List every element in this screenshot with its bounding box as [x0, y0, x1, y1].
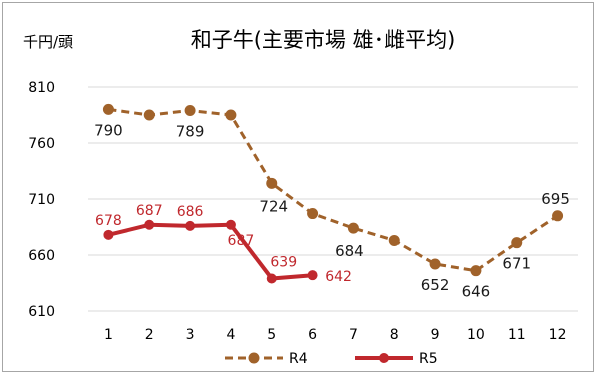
data-label-R4: 789: [176, 123, 205, 141]
data-point-R4: [429, 258, 441, 270]
x-tick-label: 5: [267, 327, 276, 343]
y-axis-ticks: 810 760 710 660 610: [28, 80, 55, 320]
series-line-R4: [108, 107, 559, 273]
x-tick-label: 7: [349, 327, 358, 343]
data-label-R5: 687: [136, 203, 163, 219]
data-point-R5: [266, 273, 277, 284]
data-point-R4: [470, 265, 482, 277]
y-tick-label: 710: [28, 192, 55, 208]
x-tick-label: 1: [104, 327, 113, 343]
data-label-R4: 684: [335, 242, 364, 260]
x-tick-label: 3: [186, 327, 195, 343]
legend-marker-R4: [248, 352, 260, 364]
x-tick-label: 6: [308, 327, 317, 343]
x-tick-label: 4: [226, 327, 235, 343]
data-point-R4: [143, 109, 155, 121]
data-label-R4: 646: [462, 283, 491, 301]
data-label-R5: 678: [95, 213, 122, 229]
data-point-R4: [511, 237, 523, 249]
legend-label-R5: R5: [419, 351, 438, 367]
data-point-R5: [185, 220, 196, 231]
x-tick-label: 9: [431, 327, 440, 343]
x-tick-label: 12: [549, 327, 567, 343]
x-tick-label: 11: [508, 327, 526, 343]
data-point-R4: [388, 234, 400, 246]
data-point-R4: [552, 210, 564, 222]
data-point-R4: [225, 109, 237, 121]
data-point-R4: [307, 208, 319, 220]
series-line-R5: [107, 222, 313, 281]
data-point-R5: [307, 270, 318, 281]
data-label-R5: 642: [325, 269, 352, 285]
data-label-R5: 687: [228, 233, 255, 249]
series-layer: [102, 103, 564, 284]
data-label-R4: 671: [502, 255, 531, 273]
data-label-R5: 686: [177, 204, 204, 220]
legend-label-R4: R4: [289, 351, 308, 367]
x-axis-ticks: 1 2 3 4 5 6 7 8 9 10 11 12: [104, 327, 567, 343]
data-point-R4: [102, 103, 114, 115]
data-label-R5: 639: [270, 255, 297, 271]
data-label-R4: 652: [421, 276, 450, 294]
data-labels: 790 789 724 684 652 646 671 695 678 687 686 687 639 6…: [94, 121, 570, 300]
legend: R4 R5: [225, 351, 438, 367]
y-tick-label: 610: [28, 304, 55, 320]
data-label-R4: 695: [541, 190, 570, 208]
y-tick-label: 660: [28, 248, 55, 264]
chart-title: 和子牛(主要市場 雄･雌平均): [191, 28, 456, 52]
data-point-R5: [144, 219, 155, 230]
data-point-R5: [103, 229, 114, 240]
data-point-R4: [266, 177, 278, 189]
y-tick-label: 810: [28, 80, 55, 96]
gridlines: [88, 86, 578, 312]
x-tick-label: 2: [145, 327, 154, 343]
x-tick-label: 8: [390, 327, 399, 343]
data-label-R4: 790: [94, 121, 123, 139]
x-tick-label: 10: [467, 327, 485, 343]
legend-marker-R5: [379, 353, 389, 363]
data-point-R4: [347, 222, 359, 234]
data-point-R4: [184, 105, 196, 117]
data-point-R5: [225, 219, 236, 230]
y-tick-label: 760: [28, 136, 55, 152]
unit-label: 千円/頭: [23, 33, 73, 51]
data-label-R4: 724: [259, 197, 288, 215]
